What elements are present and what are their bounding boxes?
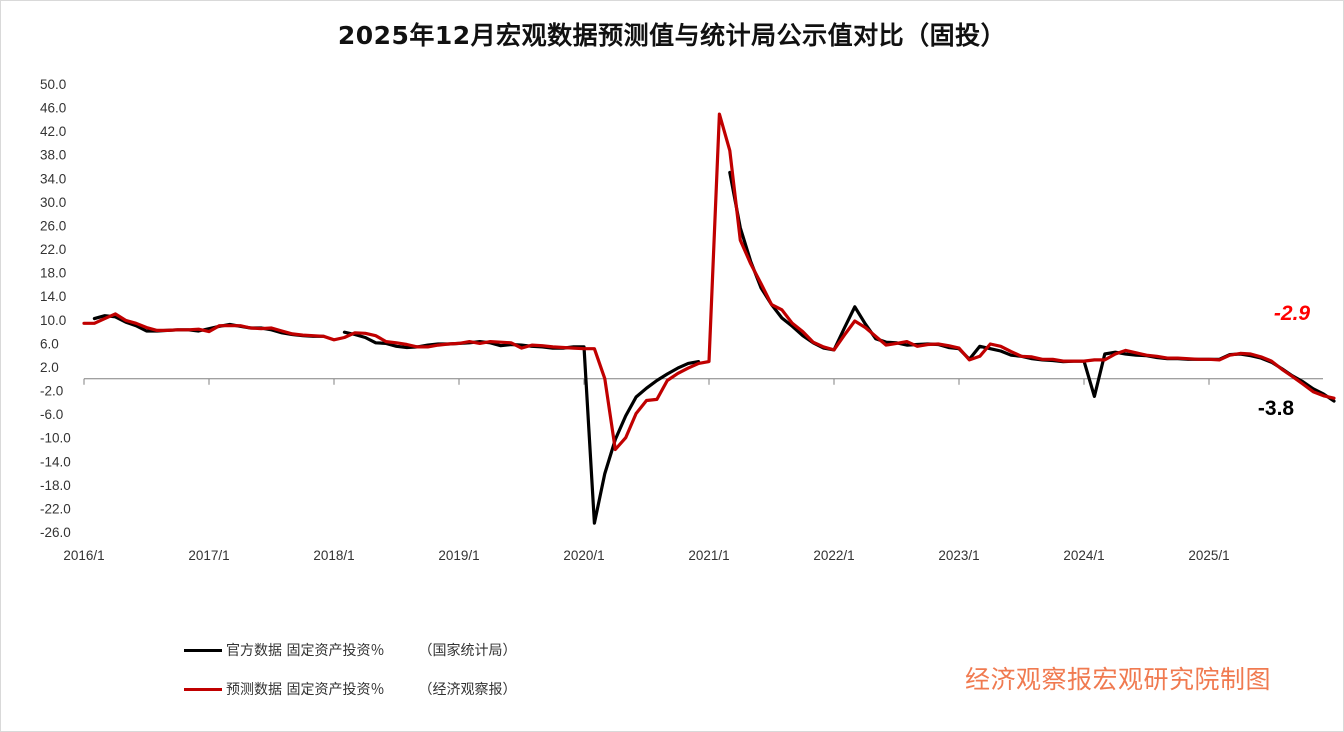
legend-item-forecast: 预测数据 固定资产投资％ （经济观察报） (184, 679, 516, 699)
legend-label-official: 官方数据 固定资产投资％ (226, 643, 385, 659)
y-tick-label: 6.0 (40, 336, 59, 351)
y-tick-label: 42.0 (40, 124, 66, 139)
y-tick-label: -2.0 (40, 384, 63, 399)
x-tick-label: 2017/1 (188, 548, 229, 563)
x-tick-label: 2018/1 (313, 548, 354, 563)
y-tick-label: -18.0 (40, 478, 71, 493)
y-tick-label: -14.0 (40, 454, 71, 469)
annotation-official-end-value: -3.8 (1258, 397, 1295, 420)
y-tick-label: 18.0 (40, 266, 66, 281)
x-tick-label: 2016/1 (63, 548, 104, 563)
legend-source-official: （国家统计局） (418, 643, 517, 659)
y-tick-label: 46.0 (40, 101, 66, 116)
y-tick-label: 50.0 (40, 77, 66, 92)
y-tick-label: 10.0 (40, 313, 66, 328)
annotation-layer: -2.9 -3.8 (1258, 302, 1311, 420)
x-tick-label: 2024/1 (1063, 548, 1104, 563)
y-tick-label: -6.0 (40, 407, 63, 422)
y-tick-label: 22.0 (40, 242, 66, 257)
y-tick-label: 34.0 (40, 171, 66, 186)
series-forecast-line (82, 112, 1336, 452)
watermark: 经济观察报宏观研究院制图 (965, 665, 1272, 694)
y-tick-label: -22.0 (40, 501, 71, 516)
x-tick-label: 2021/1 (688, 548, 729, 563)
y-tick-label: -10.0 (40, 431, 71, 446)
legend-source-forecast: （经济观察报） (418, 682, 517, 698)
y-tick-label: 30.0 (40, 195, 66, 210)
y-tick-label: -26.0 (40, 525, 71, 540)
y-tick-label: 2.0 (40, 360, 59, 375)
y-tick-label: 38.0 (40, 148, 66, 163)
legend-swatch-forecast (184, 687, 222, 691)
y-tick-label: 26.0 (40, 218, 66, 233)
legend-label-forecast: 预测数据 固定资产投资％ (226, 682, 385, 698)
annotation-forecast-end-value: -2.9 (1274, 302, 1311, 325)
series-layer (82, 112, 1336, 525)
x-tick-label: 2022/1 (813, 548, 854, 563)
y-tick-label: 14.0 (40, 289, 66, 304)
chart-title: 2025年12月宏观数据预测值与统计局公示值对比（固投） (337, 21, 1007, 50)
x-tick-label: 2023/1 (938, 548, 979, 563)
x-axis: 2016/1 2017/1 2018/1 2019/1 2020/1 2021/1 2022… (63, 378, 1323, 563)
x-tick-label: 2025/1 (1188, 548, 1229, 563)
legend-swatch-official (184, 648, 222, 652)
legend-item-official: 官方数据 固定资产投资％ （国家统计局） (184, 640, 516, 660)
x-tick-label: 2019/1 (438, 548, 479, 563)
y-axis: 50.0 46.0 42.0 38.0 34.0 30.0 26.0 22.0 18.0 14.0… (40, 77, 71, 540)
x-tick-label: 2020/1 (563, 548, 604, 563)
